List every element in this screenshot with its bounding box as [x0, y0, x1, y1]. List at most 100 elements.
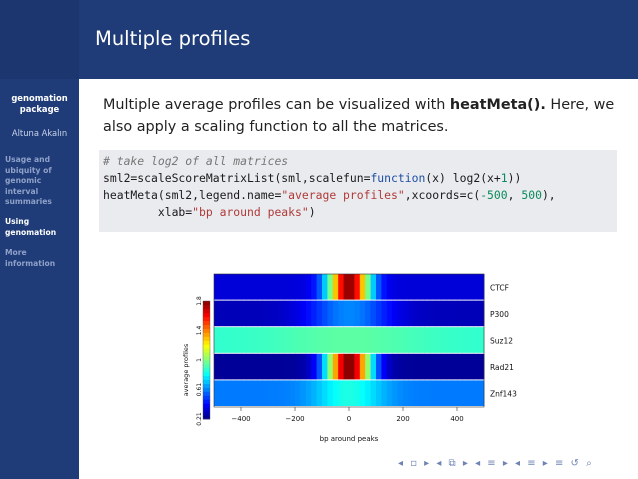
heatmap-cell	[435, 274, 441, 300]
heatmap-cell	[263, 380, 269, 406]
row-label-ctcf: CTCF	[490, 283, 509, 292]
heatmap-cell	[387, 354, 393, 380]
heatmap-cell	[425, 380, 431, 406]
heatmap-cell	[441, 301, 447, 327]
legend-tick-label: 1.8	[196, 296, 203, 306]
sidebar-item-usage[interactable]: Usage and ubiquity of genomic interval s…	[5, 155, 77, 208]
heatmap-cell	[273, 327, 279, 353]
heatmap-cell	[268, 327, 274, 353]
legend-tick-label: 1	[196, 358, 203, 362]
heatmap-cell	[263, 327, 269, 353]
heatmap-cell	[246, 380, 252, 406]
heatmap-cell	[371, 354, 377, 380]
heatmap-cell	[230, 327, 236, 353]
heatmap-cell	[311, 301, 317, 327]
heatmap-cell	[430, 380, 436, 406]
heatmap-cell	[414, 301, 420, 327]
x-tick-label: −200	[285, 415, 304, 423]
heatmap-cell	[273, 354, 279, 380]
heatmap-cell	[425, 327, 431, 353]
heatmap-cell	[457, 327, 463, 353]
heatmap-cell	[408, 274, 414, 300]
heatmap-cell	[317, 301, 323, 327]
sidebar-presentation-title[interactable]: genomation package	[0, 93, 79, 115]
heatmap-cell	[327, 274, 333, 300]
heatmap-cell	[214, 354, 220, 380]
heatmap-cell	[446, 354, 452, 380]
heatmap-cell	[344, 354, 350, 380]
heatmap-cell	[452, 274, 458, 300]
heatmap-cell	[419, 301, 425, 327]
heatmap-cell	[360, 327, 366, 353]
heatmap-cell	[435, 327, 441, 353]
heatmap-cell	[219, 327, 225, 353]
heatmap-cell	[381, 327, 387, 353]
heatmap-cell	[349, 354, 355, 380]
heatmap-cell	[322, 274, 328, 300]
heatmap-cell	[354, 274, 360, 300]
heatmap-cell	[360, 354, 366, 380]
heatmap-cell	[425, 301, 431, 327]
sidebar-item-more-information[interactable]: More information	[5, 248, 77, 269]
heatmap-cell	[446, 301, 452, 327]
function-name: heatMeta().	[450, 97, 546, 113]
heatmap-cell	[300, 301, 306, 327]
legend-bar-segment	[203, 364, 210, 368]
heatmap-cell	[284, 354, 290, 380]
heatmap-cell	[236, 354, 242, 380]
heatmap-cell	[392, 301, 398, 327]
heatmap-cell	[295, 327, 301, 353]
heatmap-cell	[403, 301, 409, 327]
heatmap-cell	[392, 354, 398, 380]
heatmap-cell	[327, 301, 333, 327]
heatmap-cell	[241, 380, 247, 406]
heatmap-cell	[246, 301, 252, 327]
heatmap-cell	[225, 274, 231, 300]
heatmap-cell	[403, 327, 409, 353]
heatmap-cell	[236, 301, 242, 327]
heatmap-cell	[479, 274, 485, 300]
heatmap-cell	[236, 274, 242, 300]
heatmap-cell	[435, 380, 441, 406]
heatmap-cell	[306, 354, 312, 380]
heatmap-cell	[387, 380, 393, 406]
heatmap-cell	[225, 327, 231, 353]
heatmap-cell	[419, 327, 425, 353]
heatmap-cell	[338, 301, 344, 327]
heatmap-cell	[263, 301, 269, 327]
legend-bar-segment	[203, 305, 210, 309]
heatmap-cell	[214, 380, 220, 406]
heatmap-cell	[268, 380, 274, 406]
heatmap-cell	[257, 354, 263, 380]
code-line-4: xlab="bp around peaks")	[103, 205, 316, 219]
legend-bar-segment	[203, 391, 210, 395]
heatmap-cell	[473, 327, 479, 353]
heatmap-cell	[425, 354, 431, 380]
heatmap-cell	[419, 274, 425, 300]
heatmap-cell	[295, 354, 301, 380]
beamer-navigation[interactable]: ◂ ▫ ▸ ◂ ⧉ ▸ ◂ ≡ ▸ ◂ ≡ ▸ ≡ ↺ ⌕	[398, 458, 594, 469]
legend-tick-label: 0.21	[196, 412, 203, 426]
heatmap-cell	[219, 380, 225, 406]
heatmap-cell	[214, 274, 220, 300]
sidebar-item-using-genomation[interactable]: Using genomation	[5, 217, 77, 238]
heatmap-cell	[241, 274, 247, 300]
code-text: # take log2 of all matrices sml2=scaleSc…	[103, 153, 556, 221]
heatmap-cell	[225, 380, 231, 406]
heatmap-cell	[435, 301, 441, 327]
heatmap-cell	[371, 274, 377, 300]
heatmap-cell	[446, 380, 452, 406]
heatmap-cell	[317, 327, 323, 353]
heatmap-cell	[252, 380, 258, 406]
heatmap-cell	[457, 354, 463, 380]
heatmap-cell	[306, 301, 312, 327]
heatmap-cell	[473, 354, 479, 380]
heatmap-cell	[446, 274, 452, 300]
heatmap-cell	[371, 327, 377, 353]
heatmap-cell	[214, 327, 220, 353]
legend-tick-label: 1.4	[196, 326, 203, 336]
heatmap-cell	[338, 327, 344, 353]
heatmap-cell	[462, 327, 468, 353]
legend-bar-segment	[203, 376, 210, 380]
heatmap-cell	[273, 301, 279, 327]
